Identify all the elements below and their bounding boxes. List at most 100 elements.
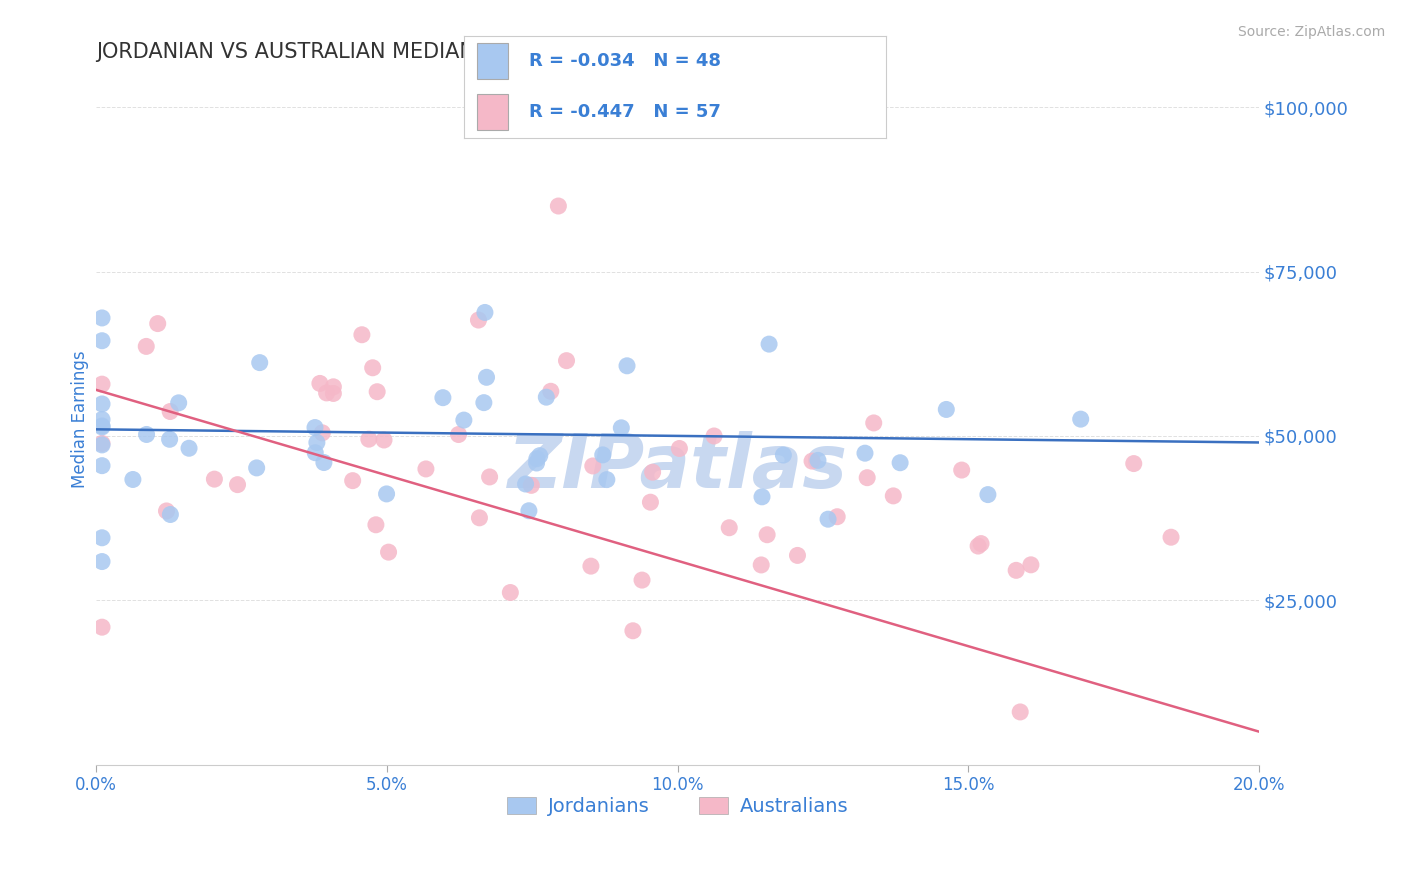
Point xyxy=(1005,563,1028,577)
Point xyxy=(472,395,495,409)
Point xyxy=(159,508,181,522)
Point xyxy=(756,527,779,541)
Point xyxy=(807,453,830,467)
Point xyxy=(853,446,876,460)
Point xyxy=(772,448,794,462)
Point xyxy=(91,555,114,569)
Point xyxy=(91,420,114,434)
Point xyxy=(862,416,884,430)
Point xyxy=(91,436,114,450)
Point xyxy=(447,427,470,442)
Text: R = -0.034   N = 48: R = -0.034 N = 48 xyxy=(530,52,721,70)
Point xyxy=(202,472,225,486)
Point xyxy=(91,458,114,473)
Point xyxy=(751,490,773,504)
Point xyxy=(91,412,114,426)
Text: ZIPatlas: ZIPatlas xyxy=(508,431,848,504)
Point xyxy=(322,386,344,401)
FancyBboxPatch shape xyxy=(477,95,509,130)
Y-axis label: Median Earnings: Median Earnings xyxy=(72,351,89,488)
Point xyxy=(935,402,957,417)
Point xyxy=(547,199,569,213)
Point xyxy=(478,470,501,484)
Point xyxy=(555,353,578,368)
Point xyxy=(159,432,181,446)
Point xyxy=(432,391,454,405)
Point xyxy=(640,495,662,509)
Point xyxy=(167,396,190,410)
Point xyxy=(246,461,269,475)
Point xyxy=(641,465,664,479)
Point xyxy=(882,489,904,503)
Point xyxy=(668,442,690,456)
Point xyxy=(596,473,619,487)
Point xyxy=(350,327,373,342)
Point xyxy=(529,449,551,463)
Point xyxy=(357,432,380,446)
Point xyxy=(135,339,157,353)
Point xyxy=(467,313,489,327)
Point xyxy=(1070,412,1092,426)
Point xyxy=(375,487,398,501)
Point xyxy=(122,473,145,487)
Point xyxy=(592,448,614,462)
Point xyxy=(1122,457,1144,471)
Point xyxy=(801,454,824,468)
Point xyxy=(475,370,498,384)
Point xyxy=(579,559,602,574)
Point xyxy=(582,458,605,473)
Point xyxy=(616,359,638,373)
Point xyxy=(177,442,200,456)
Point xyxy=(91,397,114,411)
Point xyxy=(817,512,839,526)
Point xyxy=(91,310,114,325)
Point xyxy=(468,511,491,525)
Point xyxy=(718,521,741,535)
Point xyxy=(91,419,114,434)
Point xyxy=(304,446,326,460)
Point xyxy=(305,435,328,450)
Point xyxy=(159,404,181,418)
Point xyxy=(540,384,562,399)
Point xyxy=(453,413,475,427)
Point xyxy=(309,376,332,391)
Point xyxy=(520,478,543,492)
Legend: Jordanians, Australians: Jordanians, Australians xyxy=(499,789,856,824)
Point xyxy=(311,425,333,440)
Point xyxy=(364,517,387,532)
Point xyxy=(366,384,388,399)
Point xyxy=(91,531,114,545)
Point xyxy=(474,305,496,319)
Point xyxy=(950,463,973,477)
Point xyxy=(499,585,522,599)
Point xyxy=(515,477,537,491)
Point xyxy=(146,317,169,331)
Point xyxy=(631,573,654,587)
Point xyxy=(361,360,384,375)
Text: Source: ZipAtlas.com: Source: ZipAtlas.com xyxy=(1237,25,1385,39)
Point xyxy=(967,539,990,553)
Point xyxy=(536,390,558,404)
Point xyxy=(1160,530,1182,544)
Text: JORDANIAN VS AUSTRALIAN MEDIAN EARNINGS CORRELATION CHART: JORDANIAN VS AUSTRALIAN MEDIAN EARNINGS … xyxy=(96,42,821,62)
Point xyxy=(91,620,114,634)
Point xyxy=(315,385,337,400)
Point xyxy=(526,456,548,470)
Point xyxy=(377,545,399,559)
Point xyxy=(856,471,879,485)
Point xyxy=(703,429,725,443)
Point xyxy=(889,456,911,470)
Point xyxy=(526,451,548,466)
Point xyxy=(91,377,114,392)
Point xyxy=(249,356,271,370)
Point xyxy=(749,558,772,572)
Point xyxy=(91,334,114,348)
Point xyxy=(610,421,633,435)
Point xyxy=(1010,705,1032,719)
Point xyxy=(155,504,177,518)
Point xyxy=(373,433,395,447)
Point xyxy=(135,427,157,442)
Point xyxy=(825,509,848,524)
Point xyxy=(312,456,335,470)
Text: R = -0.447   N = 57: R = -0.447 N = 57 xyxy=(530,103,721,121)
